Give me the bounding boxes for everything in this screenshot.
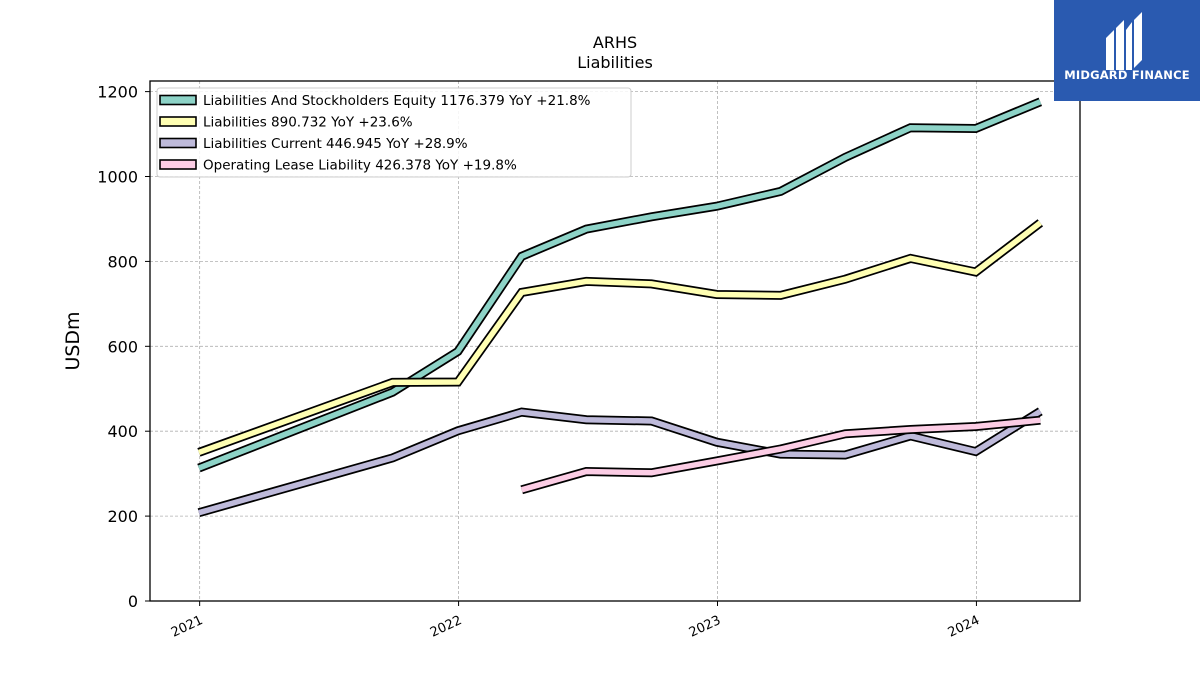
series-line — [197, 99, 1042, 471]
y-tick-label: 1000 — [97, 168, 138, 187]
series-lines — [197, 97, 1044, 518]
legend-swatch — [159, 94, 197, 106]
legend-swatch — [159, 116, 197, 127]
legend-entry: Operating Lease Liability 426.378 YoY +1… — [203, 158, 517, 174]
logo-text: MIDGARD FINANCE — [1064, 68, 1190, 82]
y-tick-label: 800 — [107, 252, 138, 271]
plot-frame — [149, 80, 1081, 602]
x-tick-label: 2021 — [169, 613, 205, 641]
logo: MIDGARD FINANCE — [1054, 0, 1200, 101]
series-line — [197, 220, 1042, 455]
legend-entry: Liabilities And Stockholders Equity 1176… — [203, 93, 591, 109]
series-3 — [520, 415, 1041, 495]
y-tick-label: 600 — [107, 337, 138, 356]
y-tick-label: 200 — [107, 507, 138, 526]
legend: Liabilities And Stockholders Equity 1176… — [156, 87, 632, 178]
x-tick-label: 2022 — [428, 613, 464, 641]
x-tick-label: 2024 — [946, 613, 982, 641]
legend-swatch — [159, 137, 197, 149]
series-line — [198, 408, 1042, 516]
legend-swatch — [159, 159, 197, 170]
x-tick-label: 2023 — [687, 613, 723, 641]
series-0 — [197, 97, 1043, 473]
y-tick-label: 400 — [107, 422, 138, 441]
chart-title: ARHS — [593, 33, 637, 52]
series-1 — [197, 219, 1044, 457]
chart-subtitle: Liabilities — [577, 53, 653, 72]
y-tick-label: 0 — [128, 592, 138, 611]
series-line — [520, 417, 1041, 493]
legend-box — [156, 87, 632, 178]
series-2 — [197, 407, 1043, 518]
y-axis-label: USDm — [62, 311, 84, 370]
y-tick-label: 1200 — [97, 83, 138, 102]
legend-entry: Liabilities Current 446.945 YoY +28.9% — [203, 136, 468, 152]
logo-mark-icon — [1106, 12, 1142, 70]
axes: 0 200 400 600 800 1000 1200 2021 2022 2023 2024 — [97, 83, 982, 641]
legend-entry: Liabilities 890.732 YoY +23.6% — [203, 115, 413, 131]
